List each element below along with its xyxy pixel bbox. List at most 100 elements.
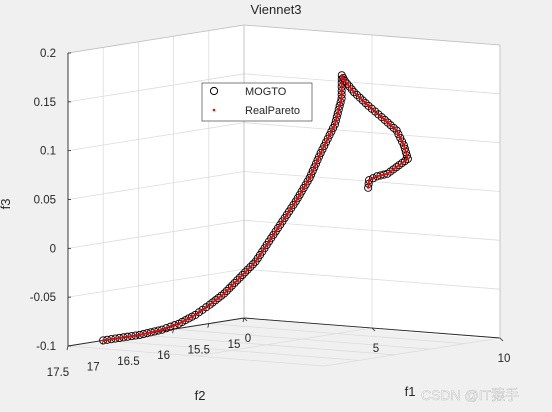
realpareto-point xyxy=(106,338,109,341)
legend-box xyxy=(201,82,313,122)
realpareto-point xyxy=(317,155,321,158)
realpareto-point xyxy=(233,281,236,285)
realpareto-point xyxy=(180,320,184,324)
mogto-point xyxy=(400,156,410,166)
realpareto-point xyxy=(285,213,289,216)
realpareto-point xyxy=(165,327,168,330)
realpareto-point xyxy=(142,332,145,336)
realpareto-point xyxy=(358,96,362,99)
y-tick-label: 5 xyxy=(373,343,379,355)
mogto-point xyxy=(343,79,352,88)
realpareto-point xyxy=(272,233,275,237)
z-tick-label: 0.05 xyxy=(34,195,56,207)
realpareto-point xyxy=(145,331,149,335)
realpareto-point xyxy=(211,301,214,304)
z-tick-label: 0.1 xyxy=(40,146,56,158)
mogto-point xyxy=(352,90,362,99)
mogto-point xyxy=(313,156,322,165)
realpareto-point xyxy=(114,337,117,340)
y-floor-gridline xyxy=(323,337,501,367)
z-tick-label: -0.1 xyxy=(36,341,56,353)
mogto-point xyxy=(225,284,234,293)
realpareto-point xyxy=(300,190,303,193)
realpareto-point xyxy=(283,216,286,220)
realpareto-point xyxy=(194,313,197,317)
z-tick-label: 0.15 xyxy=(34,97,56,109)
x-tick-label: 17 xyxy=(87,361,100,373)
mogto-point xyxy=(380,115,389,124)
realpareto-point xyxy=(386,172,389,175)
axes-back-pane xyxy=(68,25,500,346)
realpareto-point xyxy=(399,136,402,140)
z-axis-label: f3 xyxy=(0,199,13,210)
mogto-point xyxy=(383,118,392,127)
realpareto-point xyxy=(340,74,343,77)
realpareto-point xyxy=(338,104,341,108)
x-tick-label: 16 xyxy=(157,350,170,362)
realpareto-point xyxy=(328,133,331,137)
realpareto-point xyxy=(377,113,380,116)
realpareto-point xyxy=(373,110,377,113)
realpareto-point xyxy=(134,334,137,337)
mogto-point xyxy=(235,273,244,282)
mogto-point xyxy=(340,76,349,85)
mogto-point xyxy=(386,121,395,130)
realpareto-point xyxy=(367,182,370,186)
realpareto-point xyxy=(370,107,373,110)
watermark: CSDN @IT猿手 xyxy=(421,387,519,403)
realpareto-point xyxy=(395,129,398,132)
realpareto-point xyxy=(251,263,255,266)
mogto-point xyxy=(211,296,220,305)
realpareto-point xyxy=(313,166,316,169)
tick-labels: 0.2 0.15 0.1 0.05 0 -0.05 -0.1 17.5 17 16.5 16 15.5… xyxy=(30,48,511,379)
x-tick-label: 17.5 xyxy=(47,367,69,379)
mogto-point xyxy=(355,93,364,102)
mogto-point xyxy=(233,276,242,285)
realpareto-point xyxy=(397,133,400,136)
realpareto-point xyxy=(323,144,326,148)
realpareto-point xyxy=(371,177,375,180)
realpareto-point xyxy=(398,163,401,167)
z-tick-label: 0 xyxy=(50,243,56,255)
realpareto-point xyxy=(340,93,343,96)
realpareto-point xyxy=(364,101,367,105)
box-edge xyxy=(243,24,501,46)
realpareto-point xyxy=(184,318,187,322)
realpareto-point xyxy=(352,91,356,94)
realpareto-point xyxy=(331,126,335,130)
realpareto-point xyxy=(402,144,406,147)
y-tick-label: 0 xyxy=(245,333,251,345)
realpareto-point xyxy=(296,196,299,200)
mogto-point xyxy=(345,82,354,91)
realpareto-point xyxy=(333,123,337,126)
realpareto-point xyxy=(348,85,351,88)
realpareto-point xyxy=(241,273,244,277)
realpareto-point xyxy=(326,137,329,140)
realpareto-point xyxy=(204,306,208,309)
realpareto-point xyxy=(392,168,395,171)
realpareto-point xyxy=(110,337,113,341)
mogto-point xyxy=(308,166,317,175)
y-floor-gridline xyxy=(195,327,373,357)
realpareto-point xyxy=(149,331,153,334)
z-tick-label: -0.05 xyxy=(30,292,56,304)
mogto-point xyxy=(238,270,247,280)
mogto-point xyxy=(396,133,405,142)
realpareto-point xyxy=(308,176,311,180)
mogto-point xyxy=(392,126,401,135)
realpareto-point xyxy=(319,151,322,155)
realpareto-point xyxy=(238,276,242,279)
realpareto-point xyxy=(208,303,211,306)
x-tick-mark xyxy=(66,345,69,351)
realpareto-point xyxy=(406,157,410,161)
mogto-point xyxy=(398,137,407,146)
realpareto-point xyxy=(389,170,392,173)
mogto-point xyxy=(358,96,367,105)
mogto-point xyxy=(307,170,316,179)
realpareto-point xyxy=(258,253,262,257)
realpareto-point xyxy=(345,82,349,85)
realpareto-point xyxy=(405,154,409,157)
mogto-point xyxy=(222,286,231,295)
realpareto-point xyxy=(324,141,328,144)
realpareto-point xyxy=(294,200,297,203)
